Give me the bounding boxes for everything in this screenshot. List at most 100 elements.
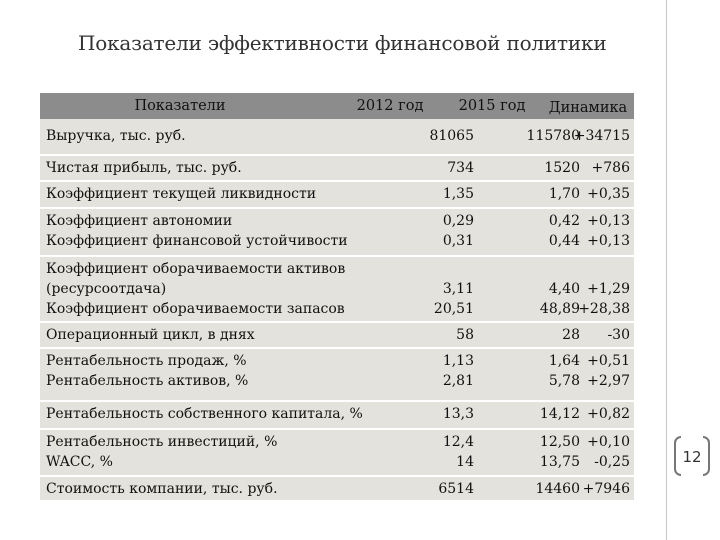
cell-2012: 0,29 [442, 213, 474, 229]
cell-2015: 4,40 [548, 281, 580, 297]
cell-2015: 0,42 [548, 213, 580, 229]
cell-indicator: Операционный цикл, в днях [46, 327, 255, 343]
cell-2012: 81065 [429, 128, 474, 144]
header-indicators: Показатели [134, 98, 226, 114]
table-row: Рентабельность продаж, % 1,13 1,64 +0,51 Рен… [40, 351, 634, 391]
cell-indicator: Коэффициент финансовой устойчивости [46, 233, 348, 249]
cell-2015: 28 [562, 327, 580, 343]
row-separator [40, 255, 634, 257]
header-dynamics: Динамика [548, 100, 628, 116]
table-row: Коэффициент автономии 0,29 0,42 +0,13 Коэффи… [40, 211, 634, 251]
table-row-line: Коэффициент автономии 0,29 0,42 +0,13 [40, 211, 634, 231]
header-2012: 2012 год [356, 98, 424, 114]
cell-indicator: Коэффициент текущей ликвидности [46, 186, 317, 202]
table-row-line: Рентабельность собственного капитала, % 1… [40, 404, 634, 424]
cell-dynamics: +34715 [573, 128, 630, 144]
page-title: Показатели эффективности финансовой поли… [78, 31, 607, 55]
cell-indicator: Коэффициент автономии [46, 213, 233, 229]
table-row: Коэффициент текущей ликвидности 1,35 1,70 +… [40, 184, 634, 204]
table-row-line: WACC, % 14 13,75 -0,25 [40, 452, 634, 472]
table-row: Выручка, тыс. руб. 81065 115780 +34715 [40, 126, 634, 146]
table-row: Коэффициент оборачиваемости активов (ресу… [40, 259, 634, 319]
cell-dynamics: +0,51 [587, 353, 630, 369]
table-row: Стоимость компании, тыс. руб. 6514 14460 +7… [40, 479, 634, 499]
table-row: Рентабельность собственного капитала, % 1… [40, 404, 634, 424]
cell-2012: 1,13 [442, 353, 474, 369]
cell-2012: 14 [456, 454, 474, 470]
table-row-line: Коэффициент финансовой устойчивости 0,31 0… [40, 231, 634, 251]
cell-2012: 1,35 [442, 186, 474, 202]
cell-indicator: Рентабельность активов, % [46, 373, 249, 389]
cell-indicator: Коэффициент оборачиваемости запасов [46, 301, 345, 317]
cell-2015: 1,70 [548, 186, 580, 202]
cell-2015: 1,64 [548, 353, 580, 369]
table-row: Операционный цикл, в днях 58 28 -30 [40, 325, 634, 345]
table-row-line: Рентабельность продаж, % 1,13 1,64 +0,51 [40, 351, 634, 371]
cell-2012: 12,4 [442, 434, 474, 450]
cell-2015: 48,89 [539, 301, 580, 317]
row-separator [40, 321, 634, 323]
cell-indicator: Выручка, тыс. руб. [46, 128, 186, 144]
table-row-line: Чистая прибыль, тыс. руб. 734 1520 +786 [40, 158, 634, 178]
table-row-line: Коэффициент оборачиваемости запасов 20,51… [40, 299, 634, 319]
slide-divider [666, 0, 667, 540]
cell-indicator: Рентабельность собственного капитала, % [46, 406, 363, 422]
cell-2015: 12,50 [539, 434, 580, 450]
table-row: Чистая прибыль, тыс. руб. 734 1520 +786 [40, 158, 634, 178]
cell-indicator: Чистая прибыль, тыс. руб. [46, 160, 242, 176]
cell-2015: 14460 [535, 481, 580, 497]
cell-2012: 3,11 [442, 281, 474, 297]
row-separator [40, 154, 634, 156]
bracket-left-icon [674, 436, 681, 476]
table-row: Рентабельность инвестиций, % 12,4 12,50 +0,… [40, 432, 634, 472]
cell-2012: 20,51 [433, 301, 474, 317]
cell-indicator: Рентабельность продаж, % [46, 353, 247, 369]
cell-dynamics: -0,25 [594, 454, 630, 470]
cell-dynamics: +28,38 [578, 301, 630, 317]
cell-dynamics: +0,35 [587, 186, 630, 202]
cell-indicator: Коэффициент оборачиваемости активов [46, 261, 346, 277]
cell-dynamics: +0,13 [587, 213, 630, 229]
cell-dynamics: +7946 [582, 481, 630, 497]
page-number: 12 [668, 436, 716, 478]
cell-dynamics: +0,82 [587, 406, 630, 422]
header-2015: 2015 год [458, 98, 526, 114]
row-separator [40, 400, 634, 402]
cell-2015: 14,12 [539, 406, 580, 422]
cell-2012: 2,81 [442, 373, 474, 389]
table-row-line: Выручка, тыс. руб. 81065 115780 +34715 [40, 126, 634, 146]
cell-dynamics: -30 [607, 327, 630, 343]
cell-2015: 13,75 [539, 454, 580, 470]
table-row-line: Рентабельность активов, % 2,81 5,78 +2,97 [40, 371, 634, 391]
cell-indicator: Стоимость компании, тыс. руб. [46, 481, 278, 497]
cell-2012: 13,3 [442, 406, 474, 422]
cell-2015: 0,44 [548, 233, 580, 249]
row-separator [40, 475, 634, 477]
cell-dynamics: +1,29 [587, 281, 630, 297]
cell-2015: 1520 [544, 160, 580, 176]
table-row-line: Рентабельность инвестиций, % 12,4 12,50 +0,… [40, 432, 634, 452]
table-header-bar [40, 93, 634, 119]
page-number-text: 12 [682, 448, 702, 466]
cell-2012: 734 [447, 160, 474, 176]
cell-2012: 0,31 [442, 233, 474, 249]
row-separator [40, 428, 634, 430]
cell-dynamics: +0,10 [587, 434, 630, 450]
cell-2012: 6514 [438, 481, 474, 497]
cell-dynamics: +786 [591, 160, 630, 176]
row-separator [40, 347, 634, 349]
table-body [40, 119, 634, 500]
table-row-line: Стоимость компании, тыс. руб. 6514 14460 +7… [40, 479, 634, 499]
cell-2012: 58 [456, 327, 474, 343]
cell-indicator: Рентабельность инвестиций, % [46, 434, 278, 450]
cell-2015: 115780 [526, 128, 580, 144]
table-row-line: Операционный цикл, в днях 58 28 -30 [40, 325, 634, 345]
table-row-line: Коэффициент оборачиваемости активов [40, 259, 634, 279]
table-row-line: Коэффициент текущей ликвидности 1,35 1,70 +… [40, 184, 634, 204]
table-row-line: (ресурсоотдача) 3,11 4,40 +1,29 [40, 279, 634, 299]
cell-dynamics: +2,97 [587, 373, 630, 389]
cell-dynamics: +0,13 [587, 233, 630, 249]
bracket-right-icon [703, 436, 710, 476]
cell-indicator: WACC, % [46, 454, 113, 470]
row-separator [40, 207, 634, 209]
